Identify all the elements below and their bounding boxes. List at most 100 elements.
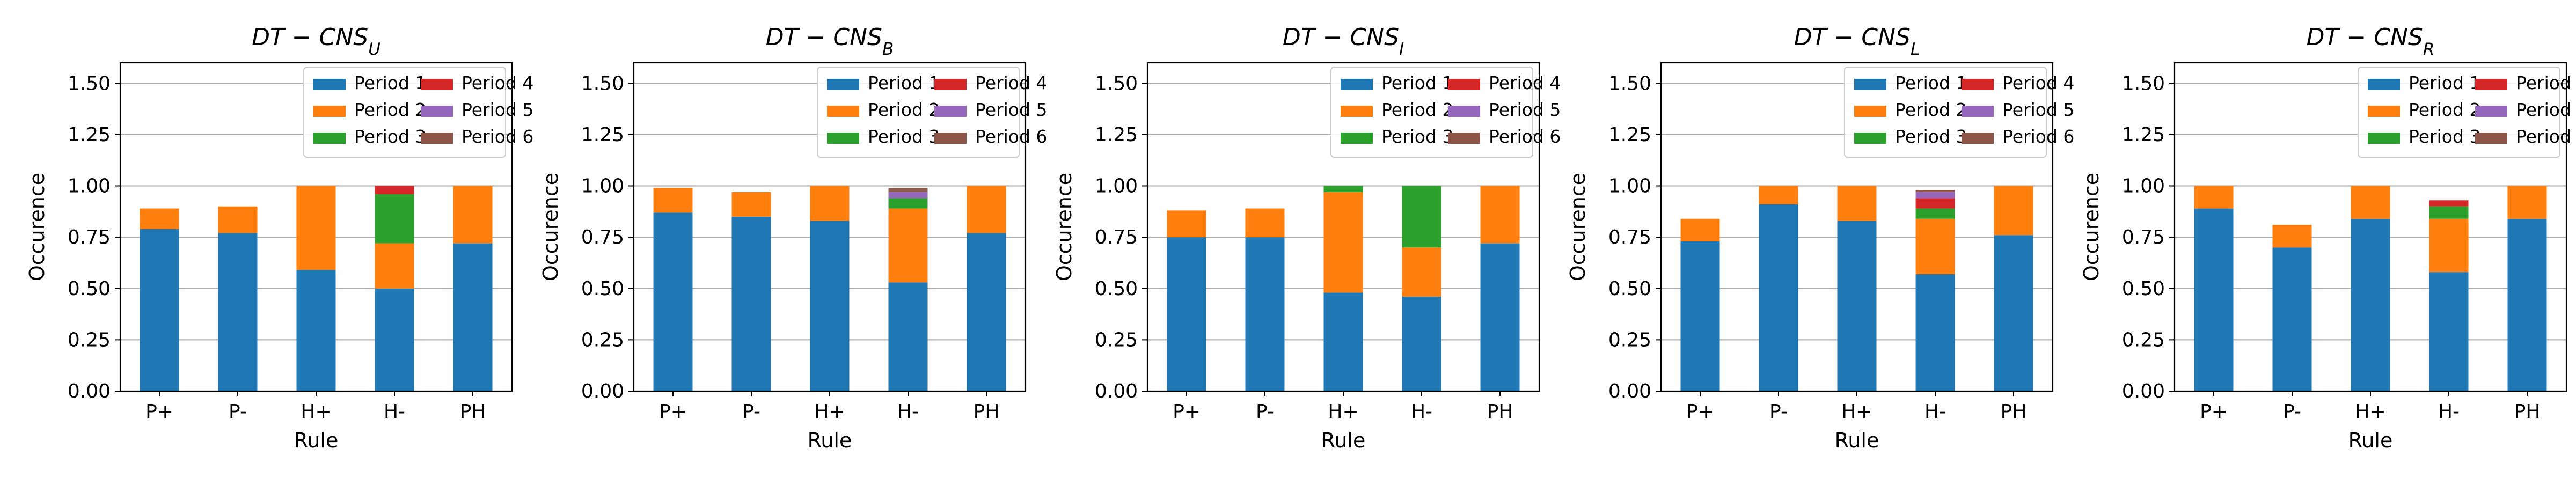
- y-tick-label: 0.00: [581, 380, 624, 402]
- bar-segment-H--period-4: [2429, 200, 2469, 207]
- legend-swatch-period-2: [1854, 106, 1886, 117]
- y-tick-label: 1.00: [1095, 175, 1138, 197]
- bar-segment-H--period-2: [375, 243, 414, 289]
- bar-segment-H+-period-1: [2351, 218, 2390, 391]
- x-tick-label: P+: [1173, 401, 1201, 423]
- bar-segment-P--period-1: [731, 216, 771, 391]
- bar-segment-H+-period-2: [810, 186, 850, 221]
- x-axis-label: Rule: [1835, 429, 1879, 452]
- y-tick-label: 0.25: [1608, 329, 1651, 351]
- chart-panel-5: P+ P- H+ H- PH 0.00 0.25 0.50 0.75 1.00 1.25 1.50 DT…: [2080, 24, 2576, 452]
- axes-frame: [119, 62, 513, 392]
- legend-label-period-2: Period 2: [1895, 99, 1967, 120]
- legend-swatch-period-5: [421, 106, 453, 117]
- legend-swatch-period-4: [421, 79, 453, 90]
- x-tick-label: P-: [742, 401, 760, 423]
- y-tick-label: 0.75: [581, 226, 624, 248]
- chart-title-main: DT − CNS: [252, 24, 368, 51]
- legend-swatch-period-4: [1448, 79, 1480, 90]
- y-axis-label: Occurence: [1052, 173, 1076, 281]
- bar-segment-H+-period-1: [1837, 221, 1877, 391]
- x-tick-label: PH: [2514, 401, 2541, 423]
- bar-segment-H--period-2: [1402, 247, 1441, 297]
- legend-label-period-1: Period 1: [2409, 72, 2480, 93]
- bar-segment-PH-period-2: [453, 186, 493, 244]
- x-axis-label: Rule: [808, 429, 852, 452]
- legend-box: [1330, 67, 1533, 158]
- x-tick-label: H+: [814, 401, 845, 423]
- y-tick-label: 1.50: [68, 72, 111, 94]
- x-tick-label: P-: [229, 401, 247, 423]
- legend-label-period-5: Period 5: [1489, 99, 1561, 120]
- bar-segment-PH-period-1: [1480, 243, 1520, 391]
- legend-label-period-4: Period 4: [975, 72, 1047, 93]
- bar-segment-H+-period-1: [296, 270, 336, 391]
- bar-segment-H--period-1: [375, 288, 414, 391]
- y-tick-label: 1.50: [1608, 72, 1651, 94]
- y-axis-label: Occurence: [1566, 173, 1590, 281]
- bar-segment-H+-period-2: [296, 186, 336, 270]
- y-axis-label: Occurence: [539, 173, 562, 281]
- legend-label-period-4: Period 4: [2002, 72, 2074, 93]
- legend-swatch-period-1: [1341, 79, 1373, 90]
- bar-segment-H--period-6: [888, 188, 928, 192]
- legend-swatch-period-4: [1962, 79, 1994, 90]
- chart-title-main: DT − CNS: [2307, 24, 2423, 51]
- y-tick-label: 0.50: [2122, 278, 2165, 300]
- legend-swatch-period-5: [934, 106, 967, 117]
- legend-label-period-1: Period 1: [354, 72, 426, 93]
- legend-swatch-period-6: [1962, 133, 1994, 144]
- bar-segment-P+-period-1: [140, 229, 179, 391]
- bar-segment-H+-period-3: [1323, 186, 1363, 192]
- bar-segment-PH-period-1: [967, 233, 1006, 391]
- bar-segment-H+-period-2: [1837, 186, 1877, 221]
- y-tick-label: 0.75: [1608, 226, 1651, 248]
- legend-swatch-period-2: [2368, 106, 2400, 117]
- legend-swatch-period-3: [1854, 133, 1886, 144]
- x-tick-label: H-: [1924, 401, 1946, 423]
- bar-segment-P+-period-1: [1167, 237, 1206, 391]
- y-axis-label: Occurence: [2080, 173, 2103, 281]
- bar-segment-P+-period-2: [2194, 186, 2234, 209]
- bar-segment-PH-period-2: [1994, 186, 2033, 236]
- bar-segment-P+-period-2: [140, 208, 179, 229]
- legend-label-period-2: Period 2: [1381, 99, 1453, 120]
- y-tick-label: 0.75: [68, 226, 111, 248]
- legend-swatch-period-6: [2475, 133, 2507, 144]
- legend-box: [1844, 67, 2047, 158]
- y-tick-label: 1.50: [2122, 72, 2165, 94]
- legend-swatch-period-5: [2475, 106, 2507, 117]
- x-tick-label: PH: [460, 401, 486, 423]
- y-tick-label: 1.00: [2122, 175, 2165, 197]
- bar-segment-H--period-5: [1915, 192, 1955, 199]
- bar-segment-H+-period-1: [810, 221, 850, 391]
- x-tick-label: P+: [2200, 401, 2228, 423]
- y-tick-label: 0.75: [1095, 226, 1138, 248]
- legend-label-period-3: Period 3: [868, 126, 940, 147]
- bar-segment-P--period-2: [218, 206, 258, 233]
- y-tick-label: 0.50: [1095, 278, 1138, 300]
- y-tick-label: 0.00: [1095, 380, 1138, 402]
- legend-swatch-period-5: [1962, 106, 1994, 117]
- y-tick-label: 1.25: [2122, 124, 2165, 146]
- bar-segment-P+-period-1: [2194, 208, 2234, 391]
- bar-segment-H--period-3: [888, 198, 928, 209]
- y-tick-label: 0.00: [1608, 380, 1651, 402]
- bar-segment-PH-period-2: [967, 186, 1006, 233]
- legend-swatch-period-3: [1341, 133, 1373, 144]
- legend-label-period-1: Period 1: [1895, 72, 1967, 93]
- y-tick-label: 1.25: [1608, 124, 1651, 146]
- bar-segment-H--period-5: [888, 192, 928, 199]
- legend-label-period-3: Period 3: [354, 126, 426, 147]
- legend-swatch-period-4: [934, 79, 967, 90]
- bar-segment-H--period-2: [2429, 218, 2469, 273]
- bar-segment-P+-period-2: [653, 188, 693, 213]
- bar-segment-P--period-2: [731, 192, 771, 217]
- bar-segment-P--period-1: [1759, 204, 1798, 391]
- bar-segment-P+-period-1: [1680, 241, 1720, 391]
- chart-panel-3: P+ P- H+ H- PH 0.00 0.25 0.50 0.75 1.00 1.25 1.50 DT…: [1052, 24, 1561, 452]
- y-tick-label: 1.00: [581, 175, 624, 197]
- axes-frame: [1660, 62, 2054, 392]
- bar-segment-H--period-3: [375, 194, 414, 244]
- x-tick-label: H-: [2438, 401, 2460, 423]
